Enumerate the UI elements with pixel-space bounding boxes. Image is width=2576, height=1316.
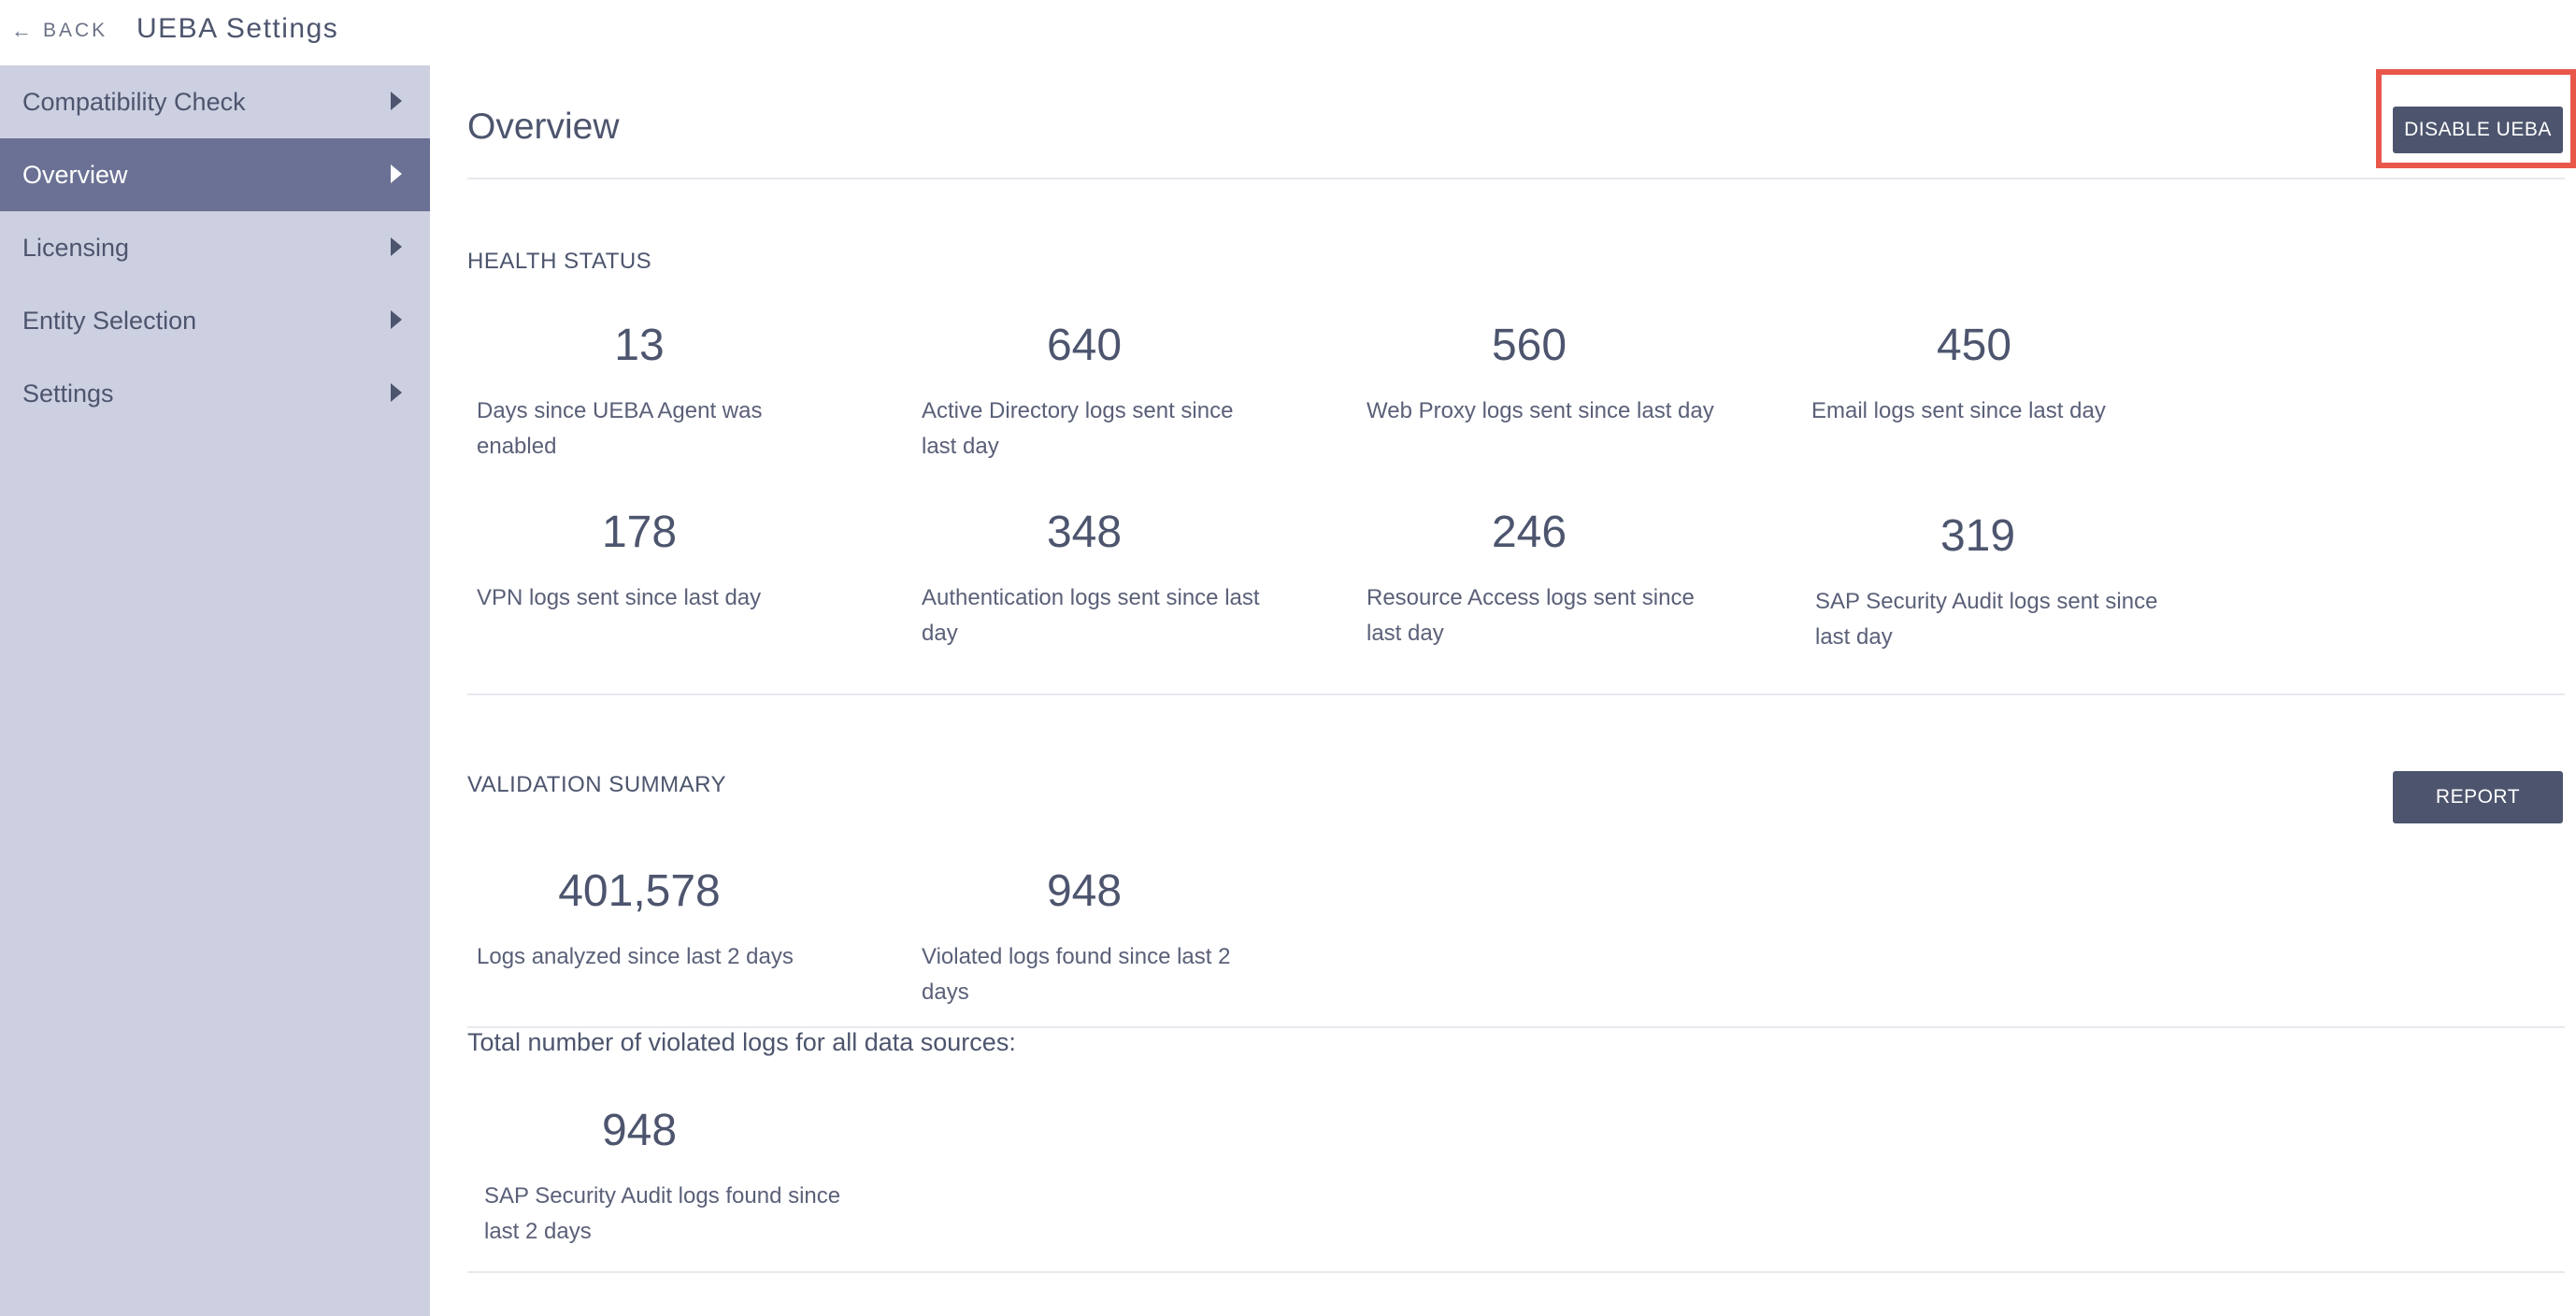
- divider: [467, 1271, 2565, 1273]
- back-label: BACK: [43, 20, 108, 41]
- health-status-title: HEALTH STATUS: [467, 249, 652, 274]
- metric-logs-analyzed: 401,578 Logs analyzed since last 2 days: [471, 865, 826, 975]
- metric-label: Days since UEBA Agent was enabled: [477, 398, 763, 459]
- chevron-right-icon: [391, 310, 402, 329]
- metric-vpn-logs: 178 VPN logs sent since last day: [471, 507, 826, 616]
- sidebar-item-compatibility-check[interactable]: Compatibility Check: [0, 65, 430, 138]
- metric-email-logs: 450 Email logs sent since last day: [1806, 320, 2161, 429]
- sidebar-item-entity-selection[interactable]: Entity Selection: [0, 284, 430, 357]
- metric-violated-logs: 948 Violated logs found since last 2 day…: [916, 865, 1271, 1010]
- sidebar-item-licensing[interactable]: Licensing: [0, 211, 430, 284]
- divider: [467, 694, 2565, 695]
- metric-value: 13: [614, 321, 665, 370]
- metric-days-since-enabled: 13 Days since UEBA Agent was enabled: [471, 320, 826, 465]
- metric-value: 246: [1491, 508, 1567, 557]
- sidebar-item-overview[interactable]: Overview: [0, 138, 430, 211]
- arrow-left-icon: ←: [11, 19, 32, 42]
- sidebar-item-label: Entity Selection: [22, 306, 197, 335]
- divider: [467, 1026, 2565, 1028]
- metric-value: 348: [1046, 508, 1123, 557]
- sidebar-item-label: Settings: [22, 379, 114, 408]
- sidebar-item-label: Compatibility Check: [22, 87, 246, 116]
- sidebar-item-settings[interactable]: Settings: [0, 357, 430, 430]
- chevron-right-icon: [391, 237, 402, 256]
- divider: [467, 178, 2565, 179]
- metric-value: 401,578: [558, 866, 721, 916]
- metric-label: Web Proxy logs sent since last day: [1367, 398, 1714, 423]
- sidebar-item-label: Licensing: [22, 233, 130, 262]
- metric-label: Authentication logs sent since last day: [922, 585, 1260, 646]
- metric-sap-security-audit-logs: 319 SAP Security Audit logs sent since l…: [1810, 510, 2165, 655]
- chevron-right-icon: [391, 383, 402, 402]
- metric-web-proxy-logs: 560 Web Proxy logs sent since last day: [1361, 320, 1716, 429]
- back-link[interactable]: ← BACK: [11, 17, 107, 45]
- metric-resource-access-logs: 246 Resource Access logs sent since last…: [1361, 507, 1716, 651]
- validation-summary-title: VALIDATION SUMMARY: [467, 772, 727, 797]
- report-button[interactable]: REPORT: [2393, 771, 2563, 823]
- page-title: Overview: [467, 107, 620, 147]
- metric-label: VPN logs sent since last day: [477, 585, 762, 610]
- metric-sap-violated-logs: 948 SAP Security Audit logs found since …: [471, 1105, 845, 1250]
- total-violated-label: Total number of violated logs for all da…: [467, 1028, 1016, 1056]
- metric-value: 319: [1939, 511, 2016, 561]
- sidebar-item-label: Overview: [22, 160, 128, 189]
- sidebar: Compatibility Check Overview Licensing E…: [0, 65, 430, 1316]
- top-bar: ← BACK UEBA Settings: [0, 0, 2576, 65]
- metric-label: Active Directory logs sent since last da…: [922, 398, 1234, 459]
- chevron-right-icon: [391, 164, 402, 183]
- metric-label: Resource Access logs sent since last day: [1367, 585, 1695, 646]
- metric-value: 948: [601, 1106, 678, 1155]
- disable-ueba-button[interactable]: DISABLE UEBA: [2393, 107, 2563, 153]
- metric-value: 948: [1046, 866, 1123, 916]
- metric-label: Email logs sent since last day: [1811, 398, 2106, 423]
- app-title: UEBA Settings: [136, 13, 339, 44]
- metric-authentication-logs: 348 Authentication logs sent since last …: [916, 507, 1271, 651]
- metric-label: Logs analyzed since last 2 days: [477, 944, 794, 969]
- metric-label: SAP Security Audit logs found since last…: [484, 1183, 841, 1244]
- metric-value: 560: [1491, 321, 1567, 370]
- chevron-right-icon: [391, 92, 402, 110]
- metric-label: SAP Security Audit logs sent since last …: [1815, 589, 2158, 650]
- metric-active-directory-logs: 640 Active Directory logs sent since las…: [916, 320, 1271, 465]
- main-content: Overview DISABLE UEBA HEALTH STATUS 13 D…: [430, 65, 2576, 1316]
- metric-value: 450: [1936, 321, 2012, 370]
- highlight-box: [2376, 69, 2576, 168]
- metric-value: 640: [1046, 321, 1123, 370]
- metric-value: 178: [601, 508, 678, 557]
- metric-label: Violated logs found since last 2 days: [922, 944, 1231, 1005]
